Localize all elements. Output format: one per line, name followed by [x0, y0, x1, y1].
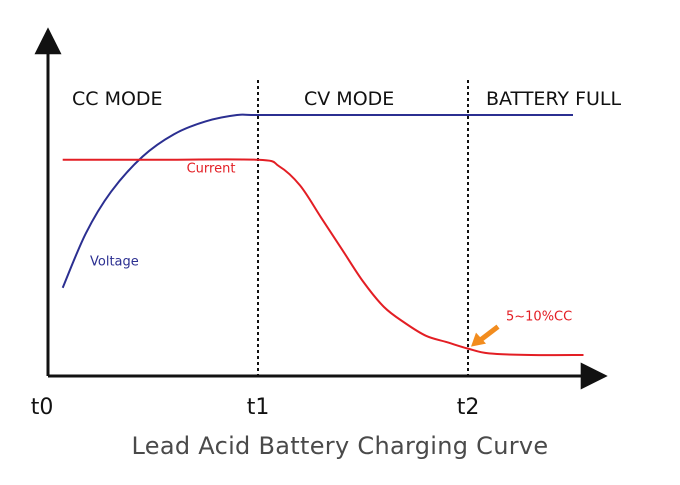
- x-tick-label-t1: t1: [247, 395, 270, 420]
- current-label: Current: [187, 162, 236, 177]
- region-label-battery-full: BATTERY FULL: [486, 88, 621, 110]
- annotation-label: 5~10%CC: [506, 310, 572, 325]
- region-dividers: [257, 80, 469, 376]
- axes: [34, 27, 608, 390]
- x-tick-label-t0: t0: [31, 395, 54, 420]
- voltage-label: Voltage: [90, 254, 139, 269]
- region-label-cc-mode: CC MODE: [72, 88, 163, 110]
- x-tick-label-t2: t2: [457, 395, 480, 420]
- annotation-arrow-head: [471, 332, 486, 347]
- current-line: [62, 158, 584, 357]
- series-lines: [61, 113, 584, 357]
- region-label-cv-mode: CV MODE: [304, 88, 394, 110]
- chart-title: Lead Acid Battery Charging Curve: [131, 432, 549, 460]
- chart-labels: t0 t1 t2 CC MODE CV MODE BATTERY FULL Voltage C…: [31, 88, 622, 420]
- voltage-line: [61, 113, 573, 289]
